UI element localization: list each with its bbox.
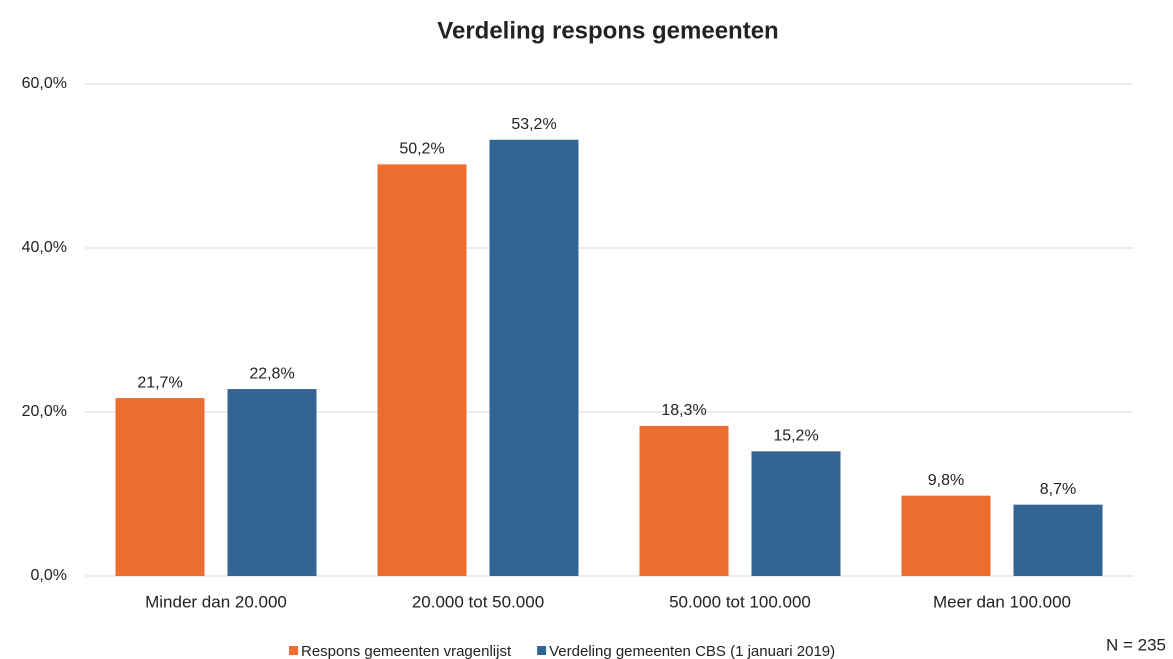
bar [115,398,205,576]
value-label: 8,7% [1040,481,1076,498]
value-label: 53,2% [511,116,556,133]
value-label: 9,8% [928,472,964,489]
x-tick-label: 20.000 tot 50.000 [412,592,544,611]
x-tick-label: Meer dan 100.000 [933,592,1071,611]
bar [377,164,467,577]
y-tick-label: 20,0% [22,403,67,420]
x-tick-label: Minder dan 20.000 [145,592,287,611]
annotation: N = 235 [1106,635,1166,654]
bar [639,425,729,576]
value-label: 50,2% [399,141,444,158]
value-label: 18,3% [661,402,706,419]
value-label: 21,7% [137,374,182,391]
legend-swatch [537,646,547,655]
bar [751,451,841,576]
x-tick-label: 50.000 tot 100.000 [669,592,811,611]
chart-title: Verdeling respons gemeenten [437,17,778,44]
legend-label: Verdeling gemeenten CBS (1 januari 2019) [549,643,835,659]
value-label: 15,2% [773,428,818,445]
y-tick-label: 60,0% [22,75,67,92]
bar [489,139,579,576]
bar [227,389,317,576]
bar [1013,504,1103,576]
y-tick-label: 40,0% [22,239,67,256]
value-label: 22,8% [249,365,294,382]
legend-swatch [289,646,298,655]
y-tick-label: 0,0% [31,567,67,584]
legend-label: Respons gemeenten vragenlijst [301,643,512,659]
bar [901,495,991,576]
